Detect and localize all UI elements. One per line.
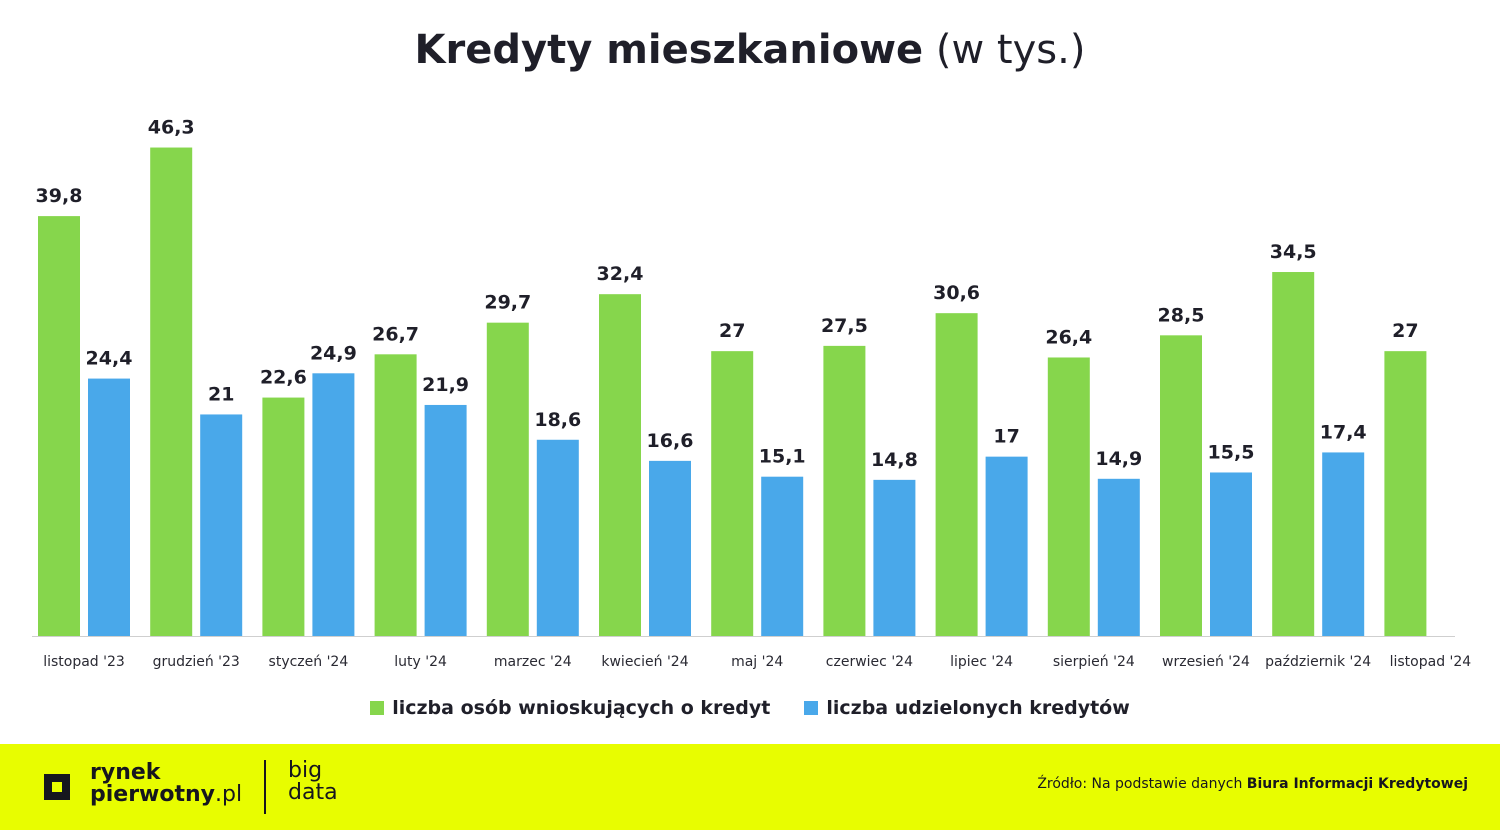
bar-applicants (486, 322, 529, 636)
bar-granted (1097, 478, 1140, 636)
data-label: 26,4 (1045, 326, 1092, 348)
bar-granted (88, 378, 130, 636)
bar-applicants (599, 294, 641, 636)
x-tick-label: luty '24 (394, 654, 447, 670)
brand-suffix: .pl (215, 782, 243, 807)
x-tick-label: październik '24 (1265, 654, 1371, 670)
bigdata-line-1: big (288, 758, 323, 783)
bar-applicants (150, 147, 193, 636)
x-tick-label: lipiec '24 (950, 654, 1013, 670)
data-label: 15,5 (1208, 441, 1255, 463)
data-label: 17,4 (1320, 421, 1367, 443)
bar-applicants (38, 216, 80, 637)
bar-granted (536, 439, 579, 636)
bar-applicants (1160, 335, 1202, 636)
data-label: 27,5 (821, 315, 868, 337)
bar-applicants (374, 354, 417, 636)
bigdata-line-2: data (288, 780, 338, 805)
data-label: 16,6 (647, 430, 694, 452)
data-label: 27 (1392, 320, 1418, 342)
bar-applicants (1384, 351, 1427, 636)
bar-applicants (935, 313, 978, 636)
source-prefix: Źródło: Na podstawie danych (1037, 776, 1243, 792)
legend-swatch-green (370, 701, 385, 715)
data-label: 32,4 (597, 263, 644, 285)
x-tick-label: listopad '23 (43, 654, 125, 670)
x-tick-label: kwiecień '24 (601, 654, 688, 670)
logo-icon (44, 774, 70, 800)
data-label: 21 (208, 383, 234, 405)
x-tick-label: styczeń '24 (269, 654, 349, 670)
data-label: 26,7 (372, 323, 419, 345)
data-label: 46,3 (148, 117, 195, 139)
x-tick-label: czerwiec '24 (826, 654, 913, 670)
legend-swatch-blue (804, 701, 819, 715)
data-label: 14,8 (871, 449, 918, 471)
bar-applicants (262, 397, 305, 636)
bar-granted (312, 373, 355, 636)
data-label: 39,8 (36, 185, 83, 207)
data-label: 27 (719, 320, 745, 342)
brand-line-2: pierwotny (90, 782, 216, 807)
chart-title-bold: Kredyty mieszkaniowe (414, 27, 924, 73)
bar-granted (200, 414, 243, 636)
source-note: Źródło: Na podstawie danych Biura Inform… (1037, 776, 1468, 792)
brand-line-1: rynek (90, 760, 161, 785)
footer-bar: rynek pierwotny.pl big data Źródło: Na p… (0, 744, 1500, 830)
data-label: 29,7 (484, 292, 531, 314)
bar-applicants (711, 351, 754, 636)
x-tick-label: maj '24 (731, 654, 783, 670)
x-tick-label: marzec '24 (494, 654, 572, 670)
bar-granted (424, 404, 467, 636)
bar-applicants (1272, 272, 1315, 636)
x-tick-label: sierpień '24 (1053, 654, 1135, 670)
brand-logo-text: rynek pierwotny.pl (90, 762, 242, 806)
chart-title-unit: (w tys.) (935, 27, 1086, 73)
x-tick-label: listopad '24 (1390, 654, 1472, 670)
legend-label-applicants: liczba osób wnioskujących o kredyt (392, 697, 771, 719)
data-label: 28,5 (1158, 304, 1205, 326)
data-label: 24,4 (86, 348, 133, 370)
data-label: 18,6 (534, 409, 581, 431)
bar-granted (1210, 472, 1252, 636)
data-label: 30,6 (933, 282, 980, 304)
data-label: 17 (993, 426, 1019, 448)
data-label: 24,9 (310, 342, 357, 364)
data-label: 22,6 (260, 367, 307, 389)
legend-item-granted: liczba udzielonych kredytów (804, 697, 1130, 719)
bar-granted (1322, 452, 1365, 636)
data-label: 34,5 (1270, 241, 1317, 263)
source-institution: Biura Informacji Kredytowej (1246, 776, 1468, 792)
x-tick-label: grudzień '23 (153, 654, 240, 670)
bar-granted (761, 476, 804, 636)
legend-label-granted: liczba udzielonych kredytów (826, 697, 1130, 719)
bar-applicants (1047, 357, 1090, 636)
bigdata-logo: big data (288, 760, 338, 804)
chart-legend: liczba osób wnioskujących o kredyt liczb… (0, 697, 1500, 719)
bar-granted (985, 456, 1028, 636)
legend-item-applicants: liczba osób wnioskujących o kredyt (370, 697, 770, 719)
logo-divider (264, 760, 266, 814)
chart-title: Kredyty mieszkaniowe (w tys.) (0, 24, 1500, 76)
bar-granted (649, 460, 691, 636)
bar-applicants (823, 345, 866, 636)
bar-granted (873, 479, 916, 636)
data-label: 14,9 (1095, 448, 1142, 470)
x-tick-label: wrzesień '24 (1162, 654, 1250, 670)
data-label: 15,1 (759, 446, 806, 468)
data-label: 21,9 (422, 374, 469, 396)
bar-chart: 39,8 24,4 listopad '23 46,3 21 grudzień '23 22… (32, 117, 1472, 670)
